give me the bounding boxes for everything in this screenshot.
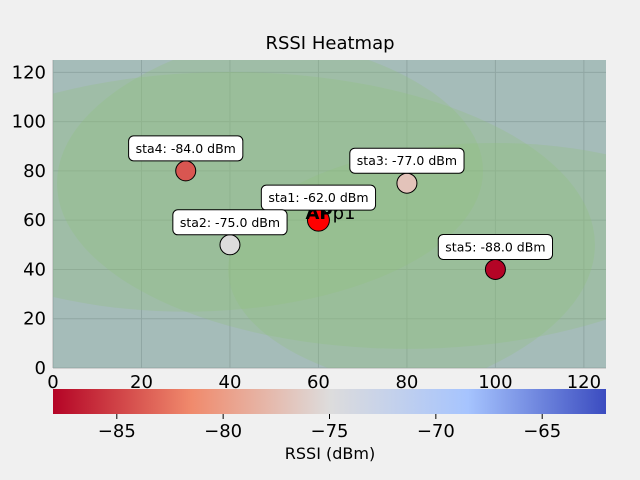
colorbar-label: RSSI (dBm) — [285, 444, 375, 463]
colorbar-tick-label: −75 — [311, 421, 349, 442]
station-label-box — [172, 209, 288, 236]
x-tick-label: 0 — [47, 372, 58, 393]
station-marker-sta3 — [396, 172, 418, 194]
station-marker-sta5 — [484, 258, 506, 280]
y-axis-ticks: 0 20 40 60 80 100 120 — [12, 62, 46, 379]
y-tick-label: 80 — [23, 161, 46, 182]
colorbar-tick-label: −80 — [204, 421, 242, 442]
station-label-sta3: sta3: -77.0 dBm — [349, 147, 465, 174]
station-marker-sta4 — [175, 160, 197, 182]
station-label-text: sta5: -88.0 dBm — [445, 239, 545, 254]
plot-area — [53, 60, 606, 368]
x-tick-label: 120 — [567, 372, 601, 393]
x-tick-label: 60 — [307, 372, 330, 393]
station-label-box — [260, 184, 377, 211]
station-label-sta2: sta2: -75.0 dBm — [172, 209, 288, 236]
station-marker-sta2 — [219, 234, 241, 256]
station-label-text: sta4: -84.0 dBm — [136, 141, 236, 156]
colorbar-tick-label: −85 — [98, 421, 136, 442]
chart-title: RSSI Heatmap — [265, 33, 394, 54]
station-label-sta4: sta4: -84.0 dBm — [128, 135, 244, 162]
station-label-text: sta2: -75.0 dBm — [180, 215, 280, 230]
station-label-box — [437, 233, 554, 260]
x-tick-label: 100 — [478, 372, 512, 393]
station-label-text: sta3: -77.0 dBm — [357, 153, 457, 168]
y-tick-label: 60 — [23, 210, 46, 231]
y-tick-label: 120 — [12, 62, 46, 83]
station-label-sta1: sta1: -62.0 dBm — [260, 184, 377, 211]
x-axis-ticks: 0 20 40 60 80 100 120 — [47, 372, 601, 393]
station-label-text: sta1: -62.0 dBm — [268, 190, 368, 205]
colorbar-tick-label: −70 — [417, 421, 455, 442]
x-tick-label: 80 — [395, 372, 418, 393]
y-tick-label: 100 — [12, 112, 46, 133]
x-tick-label: 20 — [130, 372, 153, 393]
station-label-box — [349, 147, 465, 174]
y-tick-label: 0 — [35, 358, 46, 379]
station-label-box — [128, 135, 244, 162]
x-tick-label: 40 — [219, 372, 242, 393]
station-labels: sta1: -62.0 dBm sta2: -75.0 dBm sta3: -77.… — [128, 135, 554, 260]
colorbar-ticks: −85 −80 −75 −70 −65 — [98, 414, 561, 442]
station-label-sta5: sta5: -88.0 dBm — [437, 233, 554, 260]
y-tick-label: 40 — [23, 259, 46, 280]
colorbar-tick-label: −65 — [523, 421, 561, 442]
y-tick-label: 20 — [23, 309, 46, 330]
colorbar — [53, 389, 606, 414]
